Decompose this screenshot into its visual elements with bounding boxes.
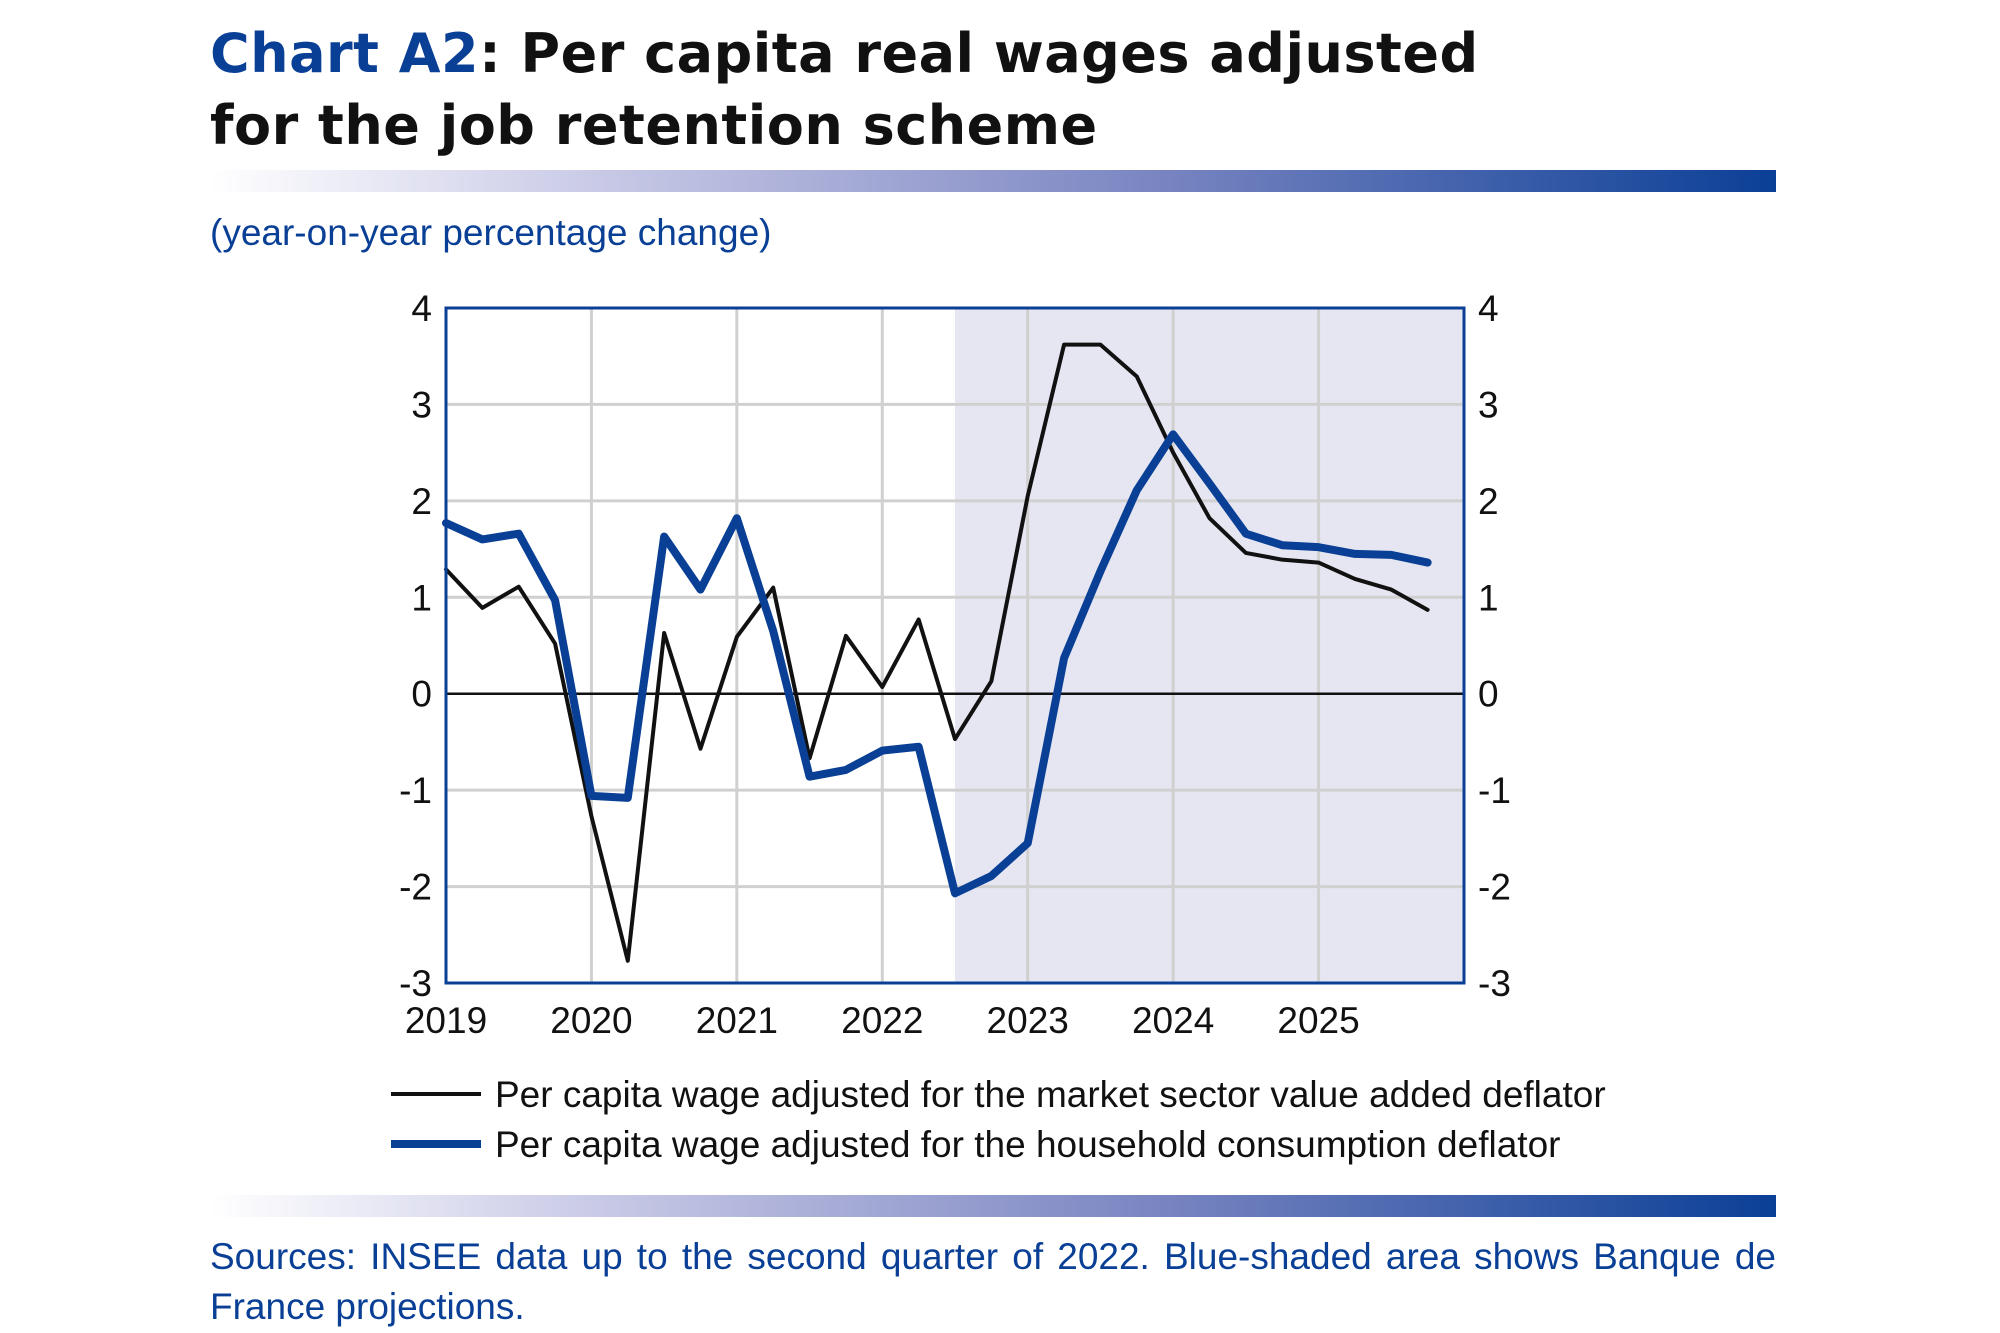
y-tick-label-left: 3 <box>411 384 432 425</box>
x-tick-label: 2021 <box>696 1000 778 1041</box>
projection-shaded-area <box>955 308 1464 983</box>
y-tick-label-right: 1 <box>1478 577 1499 618</box>
chart-number: Chart A2 <box>210 22 480 85</box>
chart-subtitle: (year-on-year percentage change) <box>210 212 772 253</box>
y-tick-label-left: -2 <box>399 867 432 908</box>
x-tick-label: 2020 <box>550 1000 632 1041</box>
chart-title-line1: : Per capita real wages adjusted <box>479 22 1479 85</box>
x-tick-label: 2019 <box>405 1000 487 1041</box>
legend-label: Per capita wage adjusted for the househo… <box>495 1124 1560 1165</box>
y-tick-label-right: -1 <box>1478 770 1511 811</box>
chart-title: Chart A2: Per capita real wages adjusted… <box>210 18 1479 162</box>
y-tick-label-left: 2 <box>411 481 432 522</box>
bottom-gradient-bar <box>210 1195 1776 1217</box>
y-tick-label-right: -3 <box>1478 963 1511 1004</box>
legend-label: Per capita wage adjusted for the market … <box>495 1074 1606 1115</box>
y-tick-label-left: 4 <box>411 288 432 329</box>
y-tick-label-right: 0 <box>1478 674 1499 715</box>
y-tick-label-left: 1 <box>411 577 432 618</box>
x-tick-label: 2023 <box>987 1000 1069 1041</box>
y-tick-label-right: -2 <box>1478 867 1511 908</box>
y-tick-label-left: -1 <box>399 770 432 811</box>
series-line-1 <box>444 342 1430 963</box>
chart-title-line2: for the job retention scheme <box>210 94 1098 157</box>
x-tick-label: 2022 <box>841 1000 923 1041</box>
y-tick-label-right: 4 <box>1478 288 1499 329</box>
plot-frame <box>444 306 1466 985</box>
sources-note: Sources: INSEE data up to the second qua… <box>210 1236 1776 1327</box>
x-tick-label: 2025 <box>1277 1000 1359 1041</box>
y-tick-label-right: 3 <box>1478 384 1499 425</box>
y-tick-label-right: 2 <box>1478 481 1499 522</box>
series-line-2 <box>442 430 1432 898</box>
x-tick-label: 2024 <box>1132 1000 1214 1041</box>
y-tick-label-left: 0 <box>411 674 432 715</box>
top-gradient-bar <box>210 170 1776 192</box>
y-tick-label-left: -3 <box>399 963 432 1004</box>
